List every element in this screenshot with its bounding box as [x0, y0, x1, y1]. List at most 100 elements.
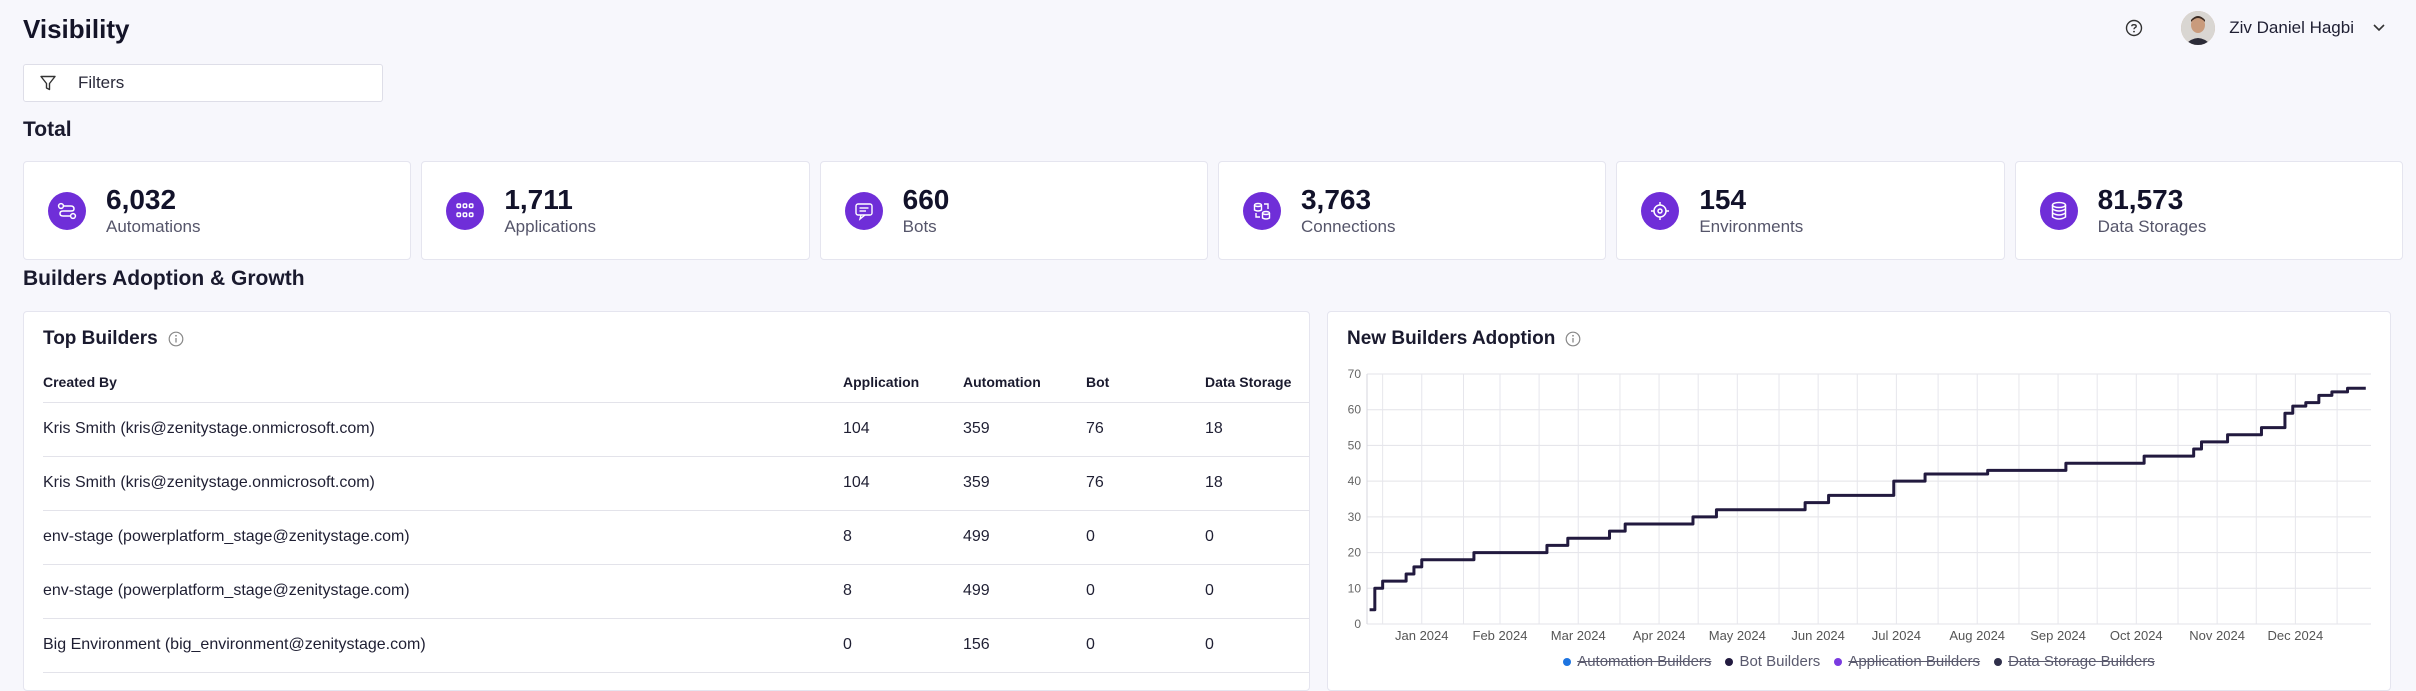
legend-dot-icon: [1834, 657, 1843, 666]
card-value: 6,032: [106, 183, 177, 215]
x-tick-label: Jan 2024: [1395, 628, 1449, 643]
chevron-down-icon[interactable]: [2372, 21, 2386, 35]
y-tick-label: 10: [1348, 581, 1362, 595]
y-tick-label: 50: [1348, 438, 1362, 452]
card-environments[interactable]: 154 Environments: [1616, 161, 2005, 260]
card-label: Applications: [504, 216, 596, 236]
cell-data-storage: 18: [1205, 402, 1309, 457]
card-value: 1,711: [504, 183, 573, 215]
card-value: 81,573: [2097, 183, 2184, 215]
y-tick-label: 70: [1348, 367, 1362, 381]
x-tick-label: Dec 2024: [2268, 628, 2324, 643]
top-builders-title-text: Top Builders: [43, 328, 158, 349]
legend-label: Bot Builders: [1739, 653, 1821, 670]
total-cards: 6,032 Automations 1,711 Applications 660…: [23, 161, 2403, 260]
card-value: 660: [902, 183, 950, 215]
card-connections[interactable]: 3,763 Connections: [1217, 161, 1607, 260]
table-row[interactable]: env-stage (powerplatform_stage@zenitysta…: [43, 564, 1309, 619]
x-tick-label: Aug 2024: [1949, 628, 2005, 643]
user-name[interactable]: Ziv Daniel Hagbi: [2229, 18, 2354, 37]
cell-data-storage: 0: [1205, 510, 1309, 565]
cell-automation: 359: [963, 456, 1086, 511]
x-tick-label: May 2024: [1709, 628, 1766, 643]
column-header[interactable]: Automation: [963, 362, 1086, 403]
bot-chat-icon: [844, 191, 883, 230]
cell-bot: 0: [1086, 564, 1205, 619]
cell-data-storage: 18: [1205, 456, 1309, 511]
cell-application: 104: [843, 456, 963, 511]
cell-created-by: Big Environment (big_environment@zenitys…: [43, 618, 843, 673]
column-header[interactable]: Application: [843, 362, 963, 403]
cell-created-by: env-stage (powerplatform_stage@zenitysta…: [43, 564, 843, 619]
table-row[interactable]: env-stage (powerplatform_stage@zenitysta…: [43, 510, 1309, 565]
card-label: Environments: [1699, 216, 1804, 236]
cell-application: 0: [843, 618, 963, 673]
legend-item[interactable]: Bot Builders: [1725, 653, 1820, 670]
cell-application: 8: [843, 564, 963, 619]
cell-automation: 499: [963, 564, 1086, 619]
page-title: Visibility: [23, 14, 130, 44]
cell-bot: 76: [1086, 456, 1205, 511]
legend-dot-icon: [1725, 657, 1734, 666]
table-row[interactable]: Big Environment (big_environment@zenitys…: [43, 618, 1309, 673]
new-builders-chart[interactable]: 0 10 20 30 40 50 60 70 Jan 2024 Feb 2024 Mar 2024 A…: [1328, 312, 2391, 652]
legend-label: Application Builders: [1848, 653, 1981, 670]
table-header-row: Created By Application Automation Bot Da…: [43, 362, 1309, 403]
table-row[interactable]: Kris Smith (kris@zenitystage.onmicrosoft…: [43, 456, 1309, 511]
avatar[interactable]: [2181, 11, 2216, 45]
info-icon[interactable]: [1565, 331, 1581, 347]
cell-created-by: env-stage (powerplatform_stage@zenitysta…: [43, 510, 843, 565]
cell-application: 8: [843, 510, 963, 565]
column-header[interactable]: Data Storage: [1205, 362, 1309, 403]
x-tick-label: Jul 2024: [1872, 628, 1921, 643]
filters-label: Filters: [78, 73, 125, 92]
legend-item[interactable]: Application Builders: [1834, 653, 1980, 670]
new-builders-title-text: New Builders Adoption: [1347, 328, 1556, 349]
filters-button[interactable]: Filters: [23, 64, 383, 102]
help-icon[interactable]: [2125, 19, 2143, 37]
y-tick-label: 20: [1348, 546, 1362, 560]
legend-item[interactable]: Automation Builders: [1563, 653, 1711, 670]
column-header[interactable]: Created By: [43, 362, 843, 403]
y-tick-label: 40: [1348, 474, 1362, 488]
card-value: 3,763: [1300, 183, 1372, 215]
top-builders-table: Created By Application Automation Bot Da…: [43, 362, 1309, 673]
y-tick-label: 60: [1348, 403, 1362, 417]
cell-automation: 499: [963, 510, 1086, 565]
new-builders-panel: New Builders Adoption 0 10 20 30 40 50 60 70 Jan…: [1327, 311, 2391, 691]
x-tick-label: Jun 2024: [1791, 628, 1845, 643]
top-builders-title: Top Builders: [43, 328, 184, 350]
builders-section-title: Builders Adoption & Growth: [23, 267, 305, 290]
cell-bot: 0: [1086, 618, 1205, 673]
info-icon[interactable]: [168, 331, 184, 347]
cell-data-storage: 0: [1205, 564, 1309, 619]
card-label: Bots: [902, 216, 937, 236]
card-value: 154: [1699, 183, 1747, 215]
x-tick-label: Feb 2024: [1473, 628, 1528, 643]
card-applications[interactable]: 1,711 Applications: [421, 161, 810, 260]
card-bots[interactable]: 660 Bots: [819, 161, 1208, 260]
top-builders-panel: Top Builders Created By Application Auto…: [23, 311, 1310, 691]
database-icon: [2039, 191, 2078, 230]
cell-created-by: Kris Smith (kris@zenitystage.onmicrosoft…: [43, 456, 843, 511]
connections-icon: [1242, 191, 1281, 230]
legend-dot-icon: [1563, 657, 1572, 666]
cell-bot: 76: [1086, 402, 1205, 457]
automation-icon: [48, 191, 86, 230]
apps-grid-icon: [446, 191, 485, 230]
table-row[interactable]: Kris Smith (kris@zenitystage.onmicrosoft…: [43, 402, 1309, 457]
card-data-storages[interactable]: 81,573 Data Storages: [2014, 161, 2403, 260]
y-tick-label: 30: [1348, 510, 1362, 524]
target-icon: [1641, 191, 1680, 230]
card-label: Connections: [1300, 216, 1396, 236]
filter-icon: [38, 73, 58, 93]
legend-item[interactable]: Data Storage Builders: [1994, 653, 2155, 670]
x-tick-label: Oct 2024: [2110, 628, 2163, 643]
cell-data-storage: 0: [1205, 618, 1309, 673]
x-tick-label: Apr 2024: [1633, 628, 1686, 643]
x-tick-label: Nov 2024: [2189, 628, 2245, 643]
card-automations[interactable]: 6,032 Automations: [23, 161, 412, 260]
x-tick-label: Mar 2024: [1551, 628, 1606, 643]
column-header[interactable]: Bot: [1086, 362, 1205, 403]
user-menu: Ziv Daniel Hagbi: [2125, 10, 2386, 46]
